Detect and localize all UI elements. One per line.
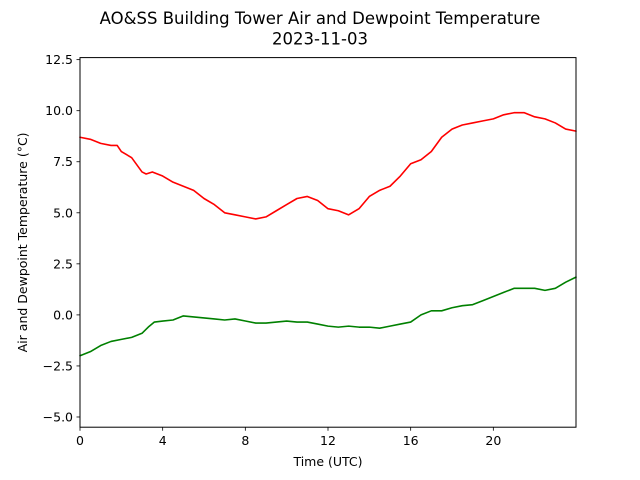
y-tick-label: 10.0 — [45, 103, 73, 118]
y-tick-label: −5.0 — [43, 409, 73, 424]
y-tick-label: 5.0 — [53, 205, 73, 220]
x-tick-label: 0 — [76, 433, 84, 448]
x-tick-label: 16 — [403, 433, 419, 448]
x-tick-label: 4 — [159, 433, 167, 448]
y-axis: −5.0 −2.5 0.0 2.5 5.0 7.5 10.0 12.5 — [43, 52, 80, 424]
series-layer — [79, 111, 577, 357]
y-axis-label: Air and Dewpoint Temperature (°C) — [15, 132, 30, 352]
y-tick-label: −2.5 — [43, 358, 73, 373]
x-axis: 0 4 8 12 16 20 — [76, 427, 501, 448]
y-tick-label: 0.0 — [53, 307, 73, 322]
x-tick-label: 12 — [320, 433, 336, 448]
y-tick-label: 12.5 — [45, 52, 73, 67]
y-tick-label: 2.5 — [53, 256, 73, 271]
x-tick-label: 8 — [241, 433, 249, 448]
chart-title: AO&SS Building Tower Air and Dewpoint Te… — [100, 9, 541, 28]
chart-subtitle: 2023-11-03 — [272, 30, 368, 49]
series-line-1 — [79, 276, 577, 357]
y-tick-label: 7.5 — [53, 154, 73, 169]
series-line-0 — [79, 111, 577, 220]
x-tick-label: 20 — [485, 433, 501, 448]
plot-frame — [79, 57, 577, 428]
x-axis-label: Time (UTC) — [292, 454, 362, 469]
